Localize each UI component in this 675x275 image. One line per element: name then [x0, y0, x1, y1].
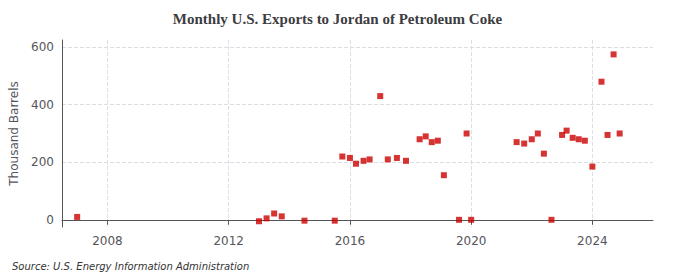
- svg-text:2008: 2008: [92, 234, 123, 248]
- svg-text:200: 200: [31, 155, 54, 169]
- svg-text:2024: 2024: [577, 234, 608, 248]
- svg-text:Thousand Barrels: Thousand Barrels: [7, 81, 21, 186]
- svg-text:0: 0: [46, 213, 54, 227]
- svg-text:600: 600: [31, 40, 54, 54]
- svg-text:2020: 2020: [456, 234, 487, 248]
- svg-text:Monthly U.S. Exports to Jordan: Monthly U.S. Exports to Jordan of Petrol…: [173, 11, 503, 27]
- svg-text:400: 400: [31, 98, 54, 112]
- svg-text:2012: 2012: [213, 234, 244, 248]
- svg-text:2016: 2016: [335, 234, 366, 248]
- svg-text:Source: U.S. Energy Informatio: Source: U.S. Energy Information Administ…: [12, 261, 249, 272]
